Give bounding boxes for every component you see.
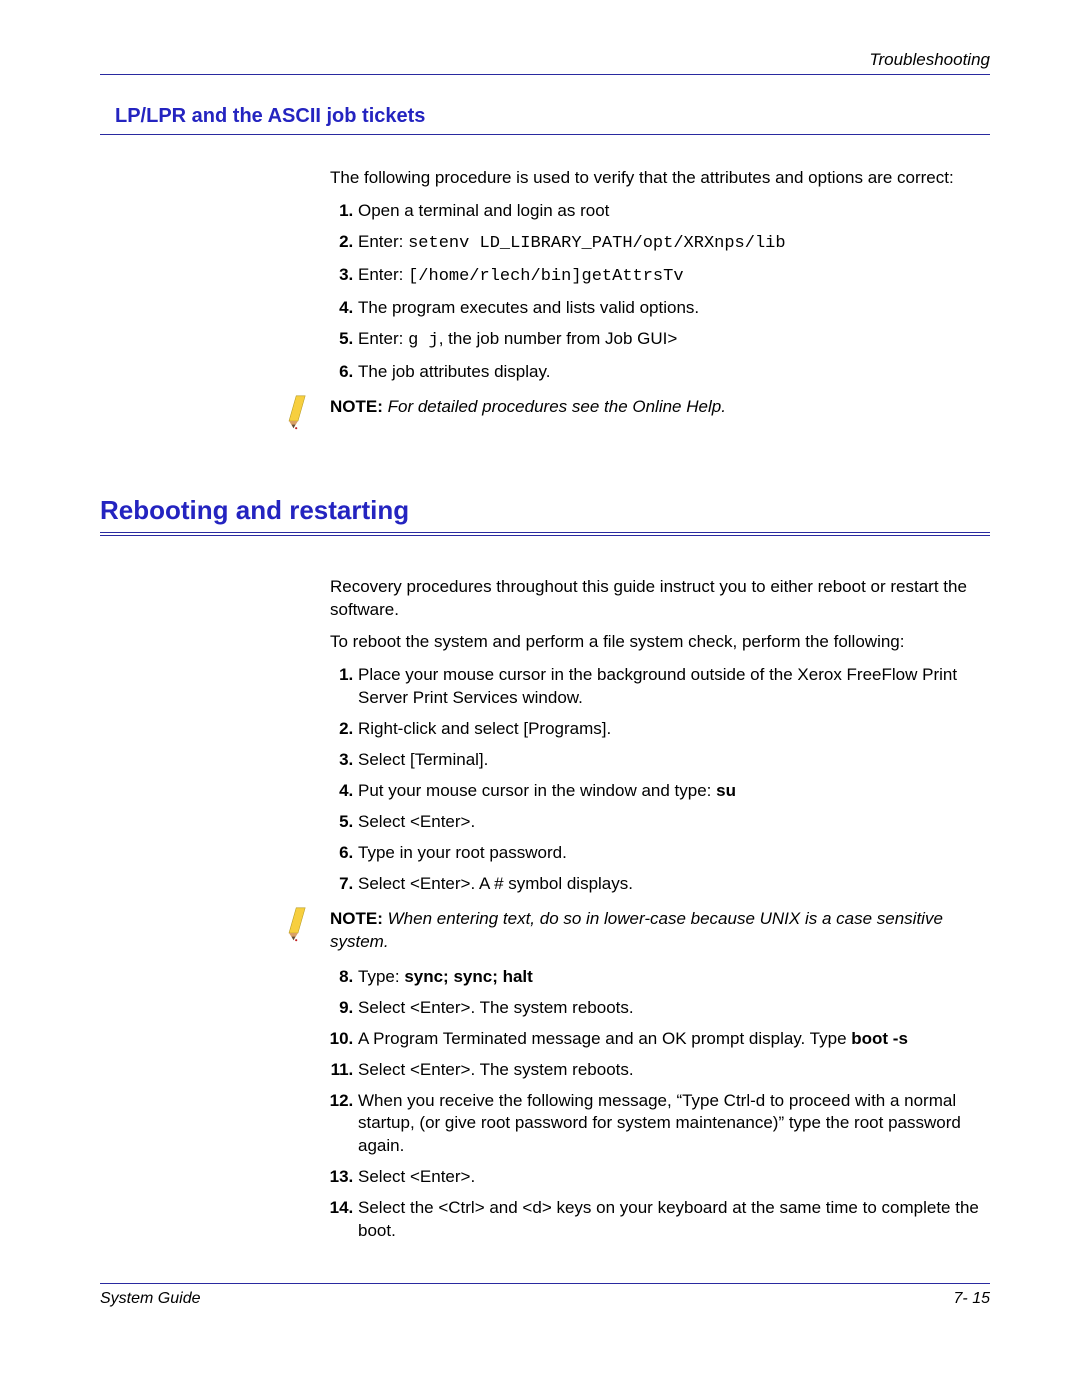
- s1-step1: Open a terminal and login as root: [358, 200, 990, 223]
- s2-step7: Select <Enter>. A # symbol displays.: [358, 873, 990, 896]
- heading-lplpr: LP/LPR and the ASCII job tickets: [115, 105, 990, 128]
- s2-step4: Put your mouse cursor in the window and …: [358, 780, 990, 803]
- footer-left: System Guide: [100, 1290, 200, 1308]
- s1-step5: Enter: g j, the job number from Job GUI>: [358, 328, 990, 353]
- heading-rebooting: Rebooting and restarting: [100, 495, 990, 526]
- section2-note-text: NOTE: When entering text, do so in lower…: [330, 908, 990, 954]
- footer: System Guide 7- 15: [100, 1290, 990, 1308]
- heading-rule-1: [100, 134, 990, 135]
- s2-step2: Right-click and select [Programs].: [358, 718, 990, 741]
- section2-body: Recovery procedures throughout this guid…: [330, 576, 990, 896]
- s2-step11: Select <Enter>. The system reboots.: [358, 1059, 990, 1082]
- s2-step12: When you receive the following message, …: [358, 1090, 990, 1159]
- s2-step13: Select <Enter>.: [358, 1166, 990, 1189]
- s1-step3: Enter: [/home/rlech/bin]getAttrsTv: [358, 264, 990, 289]
- pencil-icon: [280, 906, 320, 947]
- s2-step10: A Program Terminated message and an OK p…: [358, 1028, 990, 1051]
- section1-steps: Open a terminal and login as root Enter:…: [330, 200, 990, 384]
- s1-step6: The job attributes display.: [358, 361, 990, 384]
- section2-p2: To reboot the system and perform a file …: [330, 631, 990, 654]
- page: Troubleshooting LP/LPR and the ASCII job…: [0, 0, 1080, 1348]
- s1-step2: Enter: setenv LD_LIBRARY_PATH/opt/XRXnps…: [358, 231, 990, 256]
- section1-body: The following procedure is used to verif…: [330, 167, 990, 384]
- s1-step4: The program executes and lists valid opt…: [358, 297, 990, 320]
- s2-step5: Select <Enter>.: [358, 811, 990, 834]
- section2-body-b: Type: sync; sync; halt Select <Enter>. T…: [330, 966, 990, 1243]
- s2-step3: Select [Terminal].: [358, 749, 990, 772]
- section1-note-text: NOTE: For detailed procedures see the On…: [330, 396, 990, 419]
- section2-p1: Recovery procedures throughout this guid…: [330, 576, 990, 622]
- section2-note: NOTE: When entering text, do so in lower…: [280, 908, 990, 954]
- section2-steps-b: Type: sync; sync; halt Select <Enter>. T…: [330, 966, 990, 1243]
- s2-step9: Select <Enter>. The system reboots.: [358, 997, 990, 1020]
- s2-step1: Place your mouse cursor in the backgroun…: [358, 664, 990, 710]
- footer-rule: [100, 1283, 990, 1284]
- pencil-icon: [280, 394, 320, 435]
- section2-steps-a: Place your mouse cursor in the backgroun…: [330, 664, 990, 896]
- s2-step14: Select the <Ctrl> and <d> keys on your k…: [358, 1197, 990, 1243]
- footer-right: 7- 15: [954, 1290, 990, 1308]
- running-header: Troubleshooting: [100, 50, 990, 70]
- heading-rule-2: [100, 532, 990, 536]
- header-rule: [100, 74, 990, 75]
- s2-step6: Type in your root password.: [358, 842, 990, 865]
- section1-note: NOTE: For detailed procedures see the On…: [280, 396, 990, 435]
- section1-intro: The following procedure is used to verif…: [330, 167, 990, 190]
- s2-step8: Type: sync; sync; halt: [358, 966, 990, 989]
